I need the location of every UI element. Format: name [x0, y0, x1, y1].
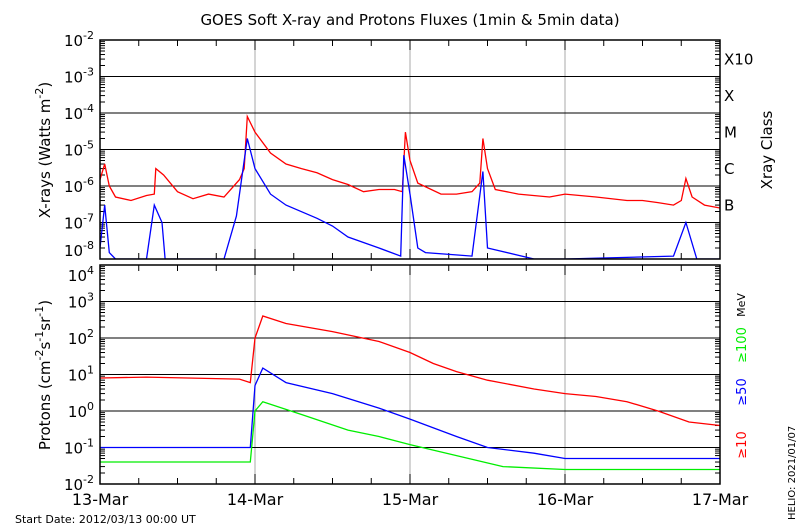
xray-class-label: X10 [724, 50, 753, 68]
y-tick-label: 10-6 [64, 175, 94, 196]
y-tick-label: 101 [68, 364, 94, 385]
legend-ge50: ≥50 [735, 378, 750, 405]
xray-class-label: C [724, 160, 734, 178]
y-tick-label: 104 [68, 264, 94, 285]
helio-credit: HELIO: 2021/01/07 [787, 426, 798, 520]
xray-panel: 10-8 10-7 10-6 10-5 10-4 10-3 10-2 X-rays (Watt… [33, 29, 776, 260]
y-tick-label: 10-1 [64, 437, 94, 458]
x-tick-label: 14-Mar [227, 490, 284, 509]
units-label: MeV [735, 293, 748, 317]
x-tick-label: 15-Mar [382, 490, 439, 509]
series--50 [100, 367, 720, 460]
chart-title: GOES Soft X-ray and Protons Fluxes (1min… [200, 11, 619, 29]
y-tick-label: 10-7 [64, 212, 94, 233]
xray-class-axis-label: Xray Class [758, 110, 776, 189]
x-tick-label: 13-Mar [72, 490, 129, 509]
plot-frame [99, 39, 721, 260]
series-short-0-5-4-a- [100, 138, 720, 259]
legend-ge100: ≥100 [735, 327, 750, 363]
y-tick-label: 103 [68, 291, 94, 312]
y-tick-label: 10-4 [64, 102, 94, 123]
y-tick-label: 10-2 [64, 473, 94, 494]
xray-class-label: M [724, 123, 737, 141]
xray-class-label: B [724, 196, 734, 214]
y-tick-label: 10-8 [64, 239, 94, 260]
y-tick-label: 10-2 [64, 29, 94, 50]
xray-class-label: X [724, 87, 734, 105]
series-long-1-8-a- [100, 114, 720, 209]
legend-ge10: ≥10 [735, 431, 750, 458]
x-tick-label: 16-Mar [537, 490, 594, 509]
xray-axis-label: X-rays (Watts m-2) [33, 82, 54, 218]
proton-axis-label: Protons (cm-2s-1sr-1) [33, 300, 54, 450]
y-tick-label: 102 [68, 327, 94, 348]
series--10 [100, 315, 720, 427]
y-tick-label: 100 [68, 400, 94, 421]
y-tick-label: 10-5 [64, 139, 94, 160]
series--100 [100, 400, 720, 471]
proton-panel: 10-2 10-1 100 101 102 103 104 Protons (cm-2s-1s… [33, 264, 750, 509]
x-tick-label: 17-Mar [692, 490, 749, 509]
y-tick-label: 10-3 [64, 66, 94, 87]
start-date: Start Date: 2012/03/13 00:00 UT [15, 513, 196, 526]
plot-frame [99, 264, 721, 485]
